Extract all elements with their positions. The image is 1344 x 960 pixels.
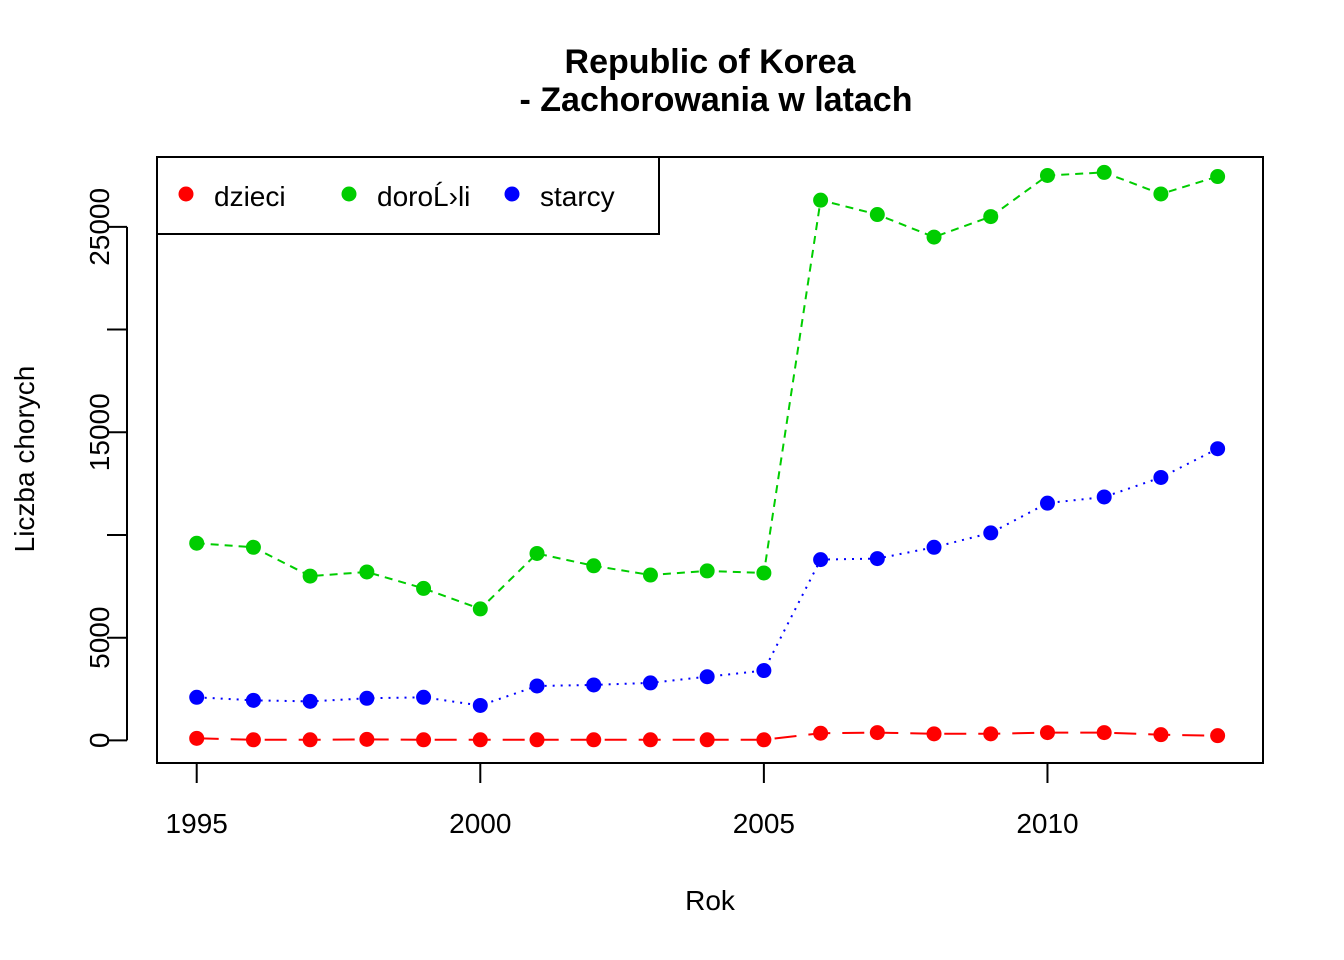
data-point-2-2004 [699,669,715,685]
data-point-0-2006 [813,725,829,741]
legend-label-starcy: starcy [540,181,615,212]
data-point-1-2004 [699,563,715,579]
data-point-2-2011 [1096,489,1112,505]
data-point-0-1996 [245,732,261,748]
y-tick-label-15000: 15000 [84,393,115,471]
data-point-1-2012 [1153,186,1169,202]
data-point-2-2010 [1039,495,1055,511]
legend: dzieci doroĹ›li starcy [156,156,660,235]
data-point-2-2000 [472,697,488,713]
data-point-2-1999 [416,689,432,705]
data-point-2-1997 [302,693,318,709]
y-axis-label: Liczba chorych [9,366,40,553]
chart-title-line-1: Republic of Korea [565,43,857,81]
chart-title-line-2: - Zachorowania w latach [520,81,913,119]
data-point-0-2010 [1039,725,1055,741]
series-layer [189,164,1226,748]
data-point-0-2005 [756,732,772,748]
x-tick-label-1995: 1995 [166,808,228,839]
data-point-1-2008 [926,229,942,245]
y-tick-label-25000: 25000 [84,188,115,266]
data-point-0-2012 [1153,727,1169,743]
data-point-1-2013 [1210,169,1226,185]
data-point-0-1995 [189,730,205,746]
data-point-1-2002 [586,558,602,574]
data-point-1-2005 [756,565,772,581]
legend-marker-starcy [504,186,520,202]
data-point-2-2007 [869,551,885,567]
data-point-1-1997 [302,568,318,584]
data-point-1-1995 [189,535,205,551]
data-point-2-1996 [245,692,261,708]
y-axis: 0 5000 15000 25000 [84,188,128,749]
data-point-0-2008 [926,726,942,742]
data-point-2-2005 [756,663,772,679]
data-point-0-2004 [699,732,715,748]
x-tick-label-2010: 2010 [1016,808,1078,839]
data-point-2-2003 [642,675,658,691]
data-point-1-2011 [1096,164,1112,180]
data-point-2-2009 [983,525,999,541]
data-point-2-2002 [586,677,602,693]
data-point-2-2001 [529,678,545,694]
data-point-0-2009 [983,726,999,742]
data-point-0-2002 [586,732,602,748]
data-point-0-1999 [416,732,432,748]
y-tick-label-0: 0 [84,733,115,749]
data-point-2-2006 [813,552,829,568]
data-point-0-2013 [1210,728,1226,744]
x-tick-label-2005: 2005 [733,808,795,839]
data-point-2-2012 [1153,469,1169,485]
data-point-1-2007 [869,207,885,223]
data-point-1-2010 [1039,167,1055,183]
data-point-0-2011 [1096,725,1112,741]
x-axis-label: Rok [685,885,736,916]
x-tick-label-2000: 2000 [449,808,511,839]
data-point-0-2003 [642,732,658,748]
data-point-2-1995 [189,689,205,705]
x-axis: 1995 2000 2005 2010 [166,762,1079,839]
data-point-1-2001 [529,545,545,561]
data-point-1-1998 [359,564,375,580]
legend-label-doroli: doroĹ›li [377,181,470,212]
data-point-1-2003 [642,567,658,583]
data-point-0-2001 [529,732,545,748]
legend-box [156,156,660,235]
data-point-2-1998 [359,690,375,706]
data-point-0-1998 [359,731,375,747]
data-point-1-2006 [813,192,829,208]
y-tick-label-5000: 5000 [84,607,115,669]
data-point-1-1999 [416,580,432,596]
legend-marker-dzieci [178,186,194,202]
data-point-0-2007 [869,725,885,741]
legend-label-dzieci: dzieci [214,181,286,212]
legend-marker-doroli [341,186,357,202]
data-point-2-2008 [926,539,942,555]
data-point-1-2009 [983,209,999,225]
data-point-2-2013 [1210,441,1226,457]
data-point-0-1997 [302,732,318,748]
series-line-1 [196,171,1218,611]
data-point-1-1996 [245,539,261,555]
data-point-0-2000 [472,732,488,748]
data-point-1-2000 [472,601,488,617]
